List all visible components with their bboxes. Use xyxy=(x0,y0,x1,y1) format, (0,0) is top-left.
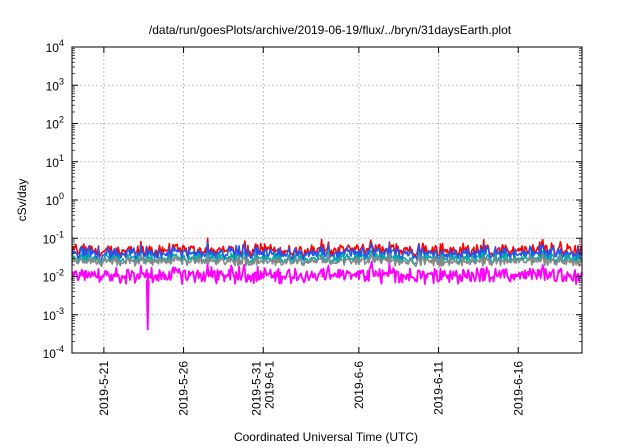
x-tick-label: 2019-6-6 xyxy=(352,361,366,409)
chart-title: /data/run/goesPlots/archive/2019-06-19/f… xyxy=(149,23,512,37)
x-ticks: 2019-5-21 2019-5-26 2019-5-31 2019-6-1 2019-… xyxy=(97,47,525,416)
x-tick-label: 2019-6-11 xyxy=(432,361,446,415)
series-line xyxy=(71,237,583,259)
x-tick-label: 2019-6-1 xyxy=(262,361,276,409)
x-tick-label: 2019-5-31 xyxy=(249,361,263,416)
y-tick-label: 102 xyxy=(46,115,64,132)
y-tick-label: 10-2 xyxy=(43,268,64,285)
series-line xyxy=(71,252,583,268)
x-tick-label: 2019-6-16 xyxy=(511,361,525,416)
y-tick-label: 10-1 xyxy=(43,229,64,246)
y-tick-label: 101 xyxy=(46,153,64,170)
y-tick-label: 10-3 xyxy=(43,306,64,323)
y-tick-label: 103 xyxy=(46,76,64,93)
plot-lines xyxy=(71,237,583,330)
series-line xyxy=(71,241,583,262)
x-tick-label: 2019-5-26 xyxy=(177,361,191,416)
y-tick-label: 104 xyxy=(46,38,64,55)
y-tick-label: 10-4 xyxy=(43,344,64,361)
y-axis-label: cSv/day xyxy=(15,179,29,222)
series-spike xyxy=(145,280,150,330)
x-tick-label: 2019-5-21 xyxy=(97,361,111,416)
y-tick-label: 100 xyxy=(46,191,64,208)
series-line xyxy=(71,260,583,286)
y-ticks: 10-4 10-3 10-2 10-1 100 101 102 103 104 xyxy=(43,38,582,361)
x-axis-label: Coordinated Universal Time (UTC) xyxy=(234,430,418,444)
